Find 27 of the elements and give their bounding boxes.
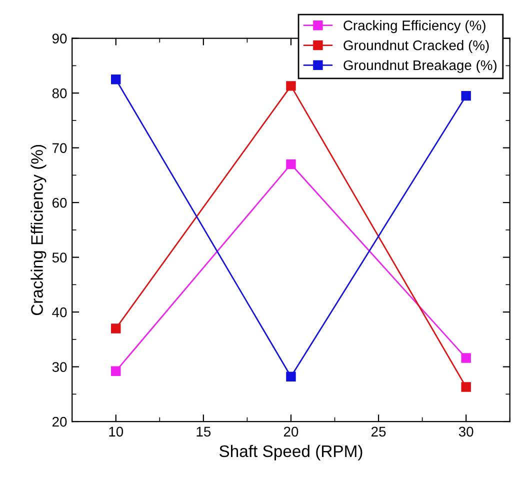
legend-label: Cracking Efficiency (%) [344, 20, 486, 34]
y-tick-label: 60 [52, 198, 67, 208]
point [461, 382, 471, 392]
point [286, 372, 296, 382]
point [111, 74, 121, 84]
y-tick-label: 90 [52, 34, 67, 44]
point [461, 90, 471, 101]
point [111, 324, 121, 334]
legend-label: Groundnut Cracked (%) [344, 40, 489, 53]
point [286, 81, 296, 91]
y-tick-label: 80 [52, 88, 67, 98]
x-axis-title: Shaft Speed (RPM) [219, 444, 362, 460]
x-tick-label: 30 [458, 426, 474, 437]
y-tick-label: 20 [52, 416, 67, 427]
x-tick-label: 10 [109, 426, 124, 437]
y-tick-label: 40 [52, 307, 67, 318]
legend-label: Groundnut Breakage (%) [344, 60, 496, 73]
y-tick-label: 50 [52, 252, 67, 262]
point [111, 366, 121, 376]
point [286, 159, 296, 170]
x-tick-label: 20 [284, 426, 298, 437]
x-tick-label: 25 [372, 426, 386, 437]
point [461, 353, 471, 363]
x-tick-label: 15 [196, 426, 211, 437]
y-tick-label: 30 [52, 362, 67, 372]
y-axis-title: Cracking Efficiency (%) [30, 144, 46, 316]
y-tick-label: 70 [52, 143, 67, 153]
